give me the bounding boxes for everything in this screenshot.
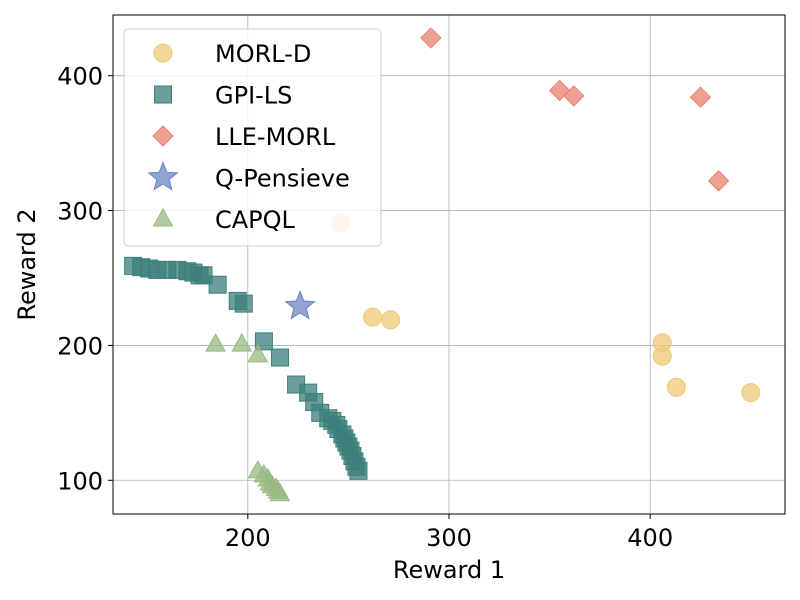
legend-item: GPI-LS [154,82,292,110]
legend-marker [152,207,174,227]
data-point [269,482,291,502]
series-lle-morl [420,27,730,192]
series-morl-d [330,213,761,403]
data-point [707,170,730,192]
legend-label: GPI-LS [215,82,292,110]
data-point [741,383,761,403]
legend-item: LLE-MORL [152,123,336,151]
data-point [270,348,289,367]
legend: MORL-D GPI-LS LLE-MORL Q-Pensieve CAPQL [123,28,382,247]
data-point [208,275,227,294]
data-point [194,266,213,285]
data-point [652,346,672,366]
y-axis-label: Reward 2 [13,208,41,320]
data-point [254,332,273,351]
legend-box [123,28,382,247]
y-tick-label: 400 [57,63,103,91]
data-point [666,377,686,397]
series-gpi-ls [124,256,368,480]
y-tick-label: 200 [57,332,103,360]
legend-marker [153,43,173,63]
data-point [363,307,383,327]
legend-item: Q-Pensieve [147,161,350,193]
legend-label: LLE-MORL [215,123,336,151]
data-point [689,86,712,108]
data-point [420,27,442,49]
series-capql [205,333,291,502]
legend-label: CAPQL [215,206,296,234]
x-tick-label: 400 [627,524,673,552]
data-point [231,333,253,352]
data-point [284,289,316,320]
data-point [234,294,253,313]
data-point [381,310,401,330]
y-tick-label: 300 [57,198,103,226]
legend-label: Q-Pensieve [215,165,350,193]
legend-marker [147,161,179,191]
data-point [247,343,269,363]
legend-marker [152,125,174,147]
data-point [349,461,368,480]
legend-marker [154,85,172,104]
axis-ticks: 200 300 400 100 200 300 400 [57,63,673,552]
legend-item: MORL-D [153,40,311,68]
legend-item: CAPQL [152,206,296,234]
x-tick-label: 300 [426,524,472,552]
y-tick-label: 100 [57,467,103,495]
x-tick-label: 200 [225,524,271,552]
series-q-pensieve [284,289,316,320]
data-point [563,85,585,107]
x-axis-label: Reward 1 [393,556,505,584]
data-points [124,27,761,502]
data-point [205,333,226,352]
legend-label: MORL-D [215,40,311,68]
